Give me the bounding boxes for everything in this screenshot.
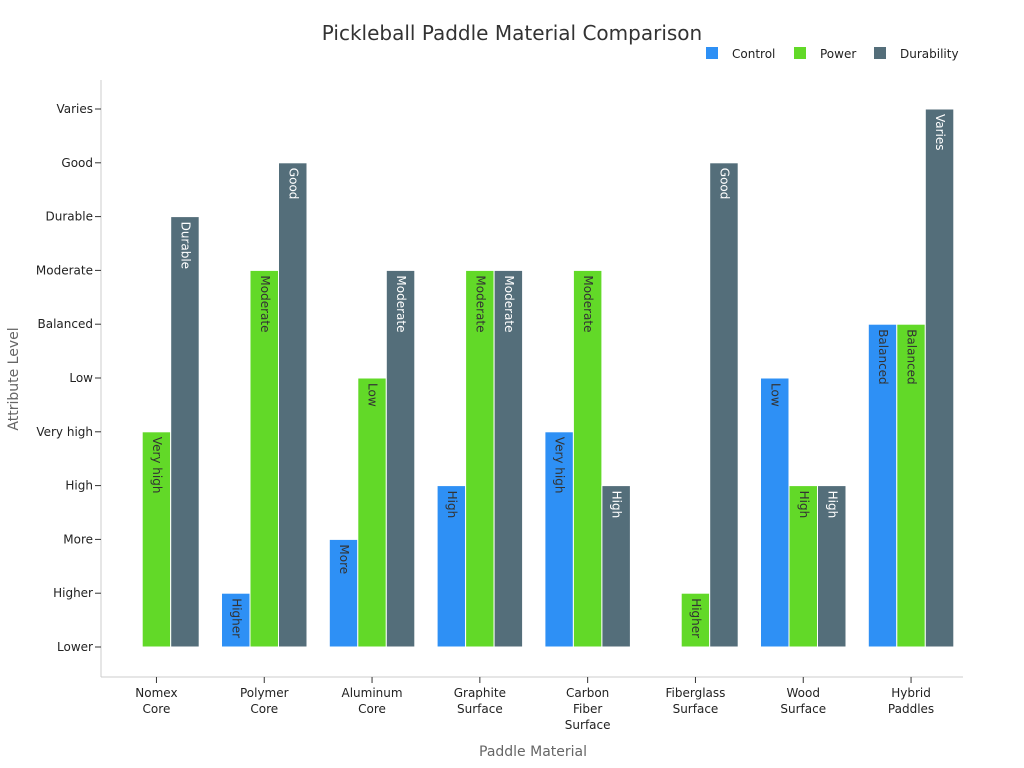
bar-control <box>867 323 898 648</box>
y-tick-label: High <box>65 479 93 493</box>
x-tick-label: Core <box>143 702 171 716</box>
bar-value-label: Varies <box>933 114 947 151</box>
y-tick-label: Low <box>69 371 93 385</box>
bar-power <box>680 592 711 648</box>
x-tick-label: Surface <box>673 702 719 716</box>
legend-swatch-durability <box>874 47 886 59</box>
y-tick-label: Good <box>61 156 93 170</box>
bar-value-label: Moderate <box>473 275 487 332</box>
bar-value-label: Higher <box>689 598 703 638</box>
y-tick-label: Balanced <box>38 317 93 331</box>
x-tick-label: Surface <box>565 718 611 732</box>
bar-power <box>788 485 818 648</box>
bar-durability <box>924 108 955 648</box>
bar-value-label: Low <box>366 383 380 407</box>
bar-power <box>357 377 387 648</box>
y-tick-label: Very high <box>36 425 93 439</box>
bar-value-label: More <box>337 544 351 574</box>
bar-value-label: Balanced <box>905 329 919 384</box>
bar-value-label: Balanced <box>876 329 890 384</box>
y-axis-ticks: Lower Higher More High Very high Low Balanced M… <box>36 102 101 654</box>
x-axis-ticks: Nomex Core Polymer Core Aluminum Core Graphite… <box>135 677 934 732</box>
x-tick-label: Surface <box>457 702 503 716</box>
legend-swatch-power <box>794 47 806 59</box>
x-tick-label: Wood <box>787 686 820 700</box>
bar-durability <box>601 485 631 648</box>
y-axis-label: Attribute Level <box>6 327 22 430</box>
x-tick-label: Paddles <box>888 702 934 716</box>
bar-value-label: Durable <box>178 222 192 269</box>
bar-power <box>896 323 926 648</box>
bar-value-label: Very high <box>553 437 567 494</box>
y-tick-label: Varies <box>56 102 93 116</box>
bar-value-label: Moderate <box>258 275 272 332</box>
x-tick-label: Core <box>250 702 278 716</box>
bar-value-label: High <box>445 491 459 519</box>
x-tick-label: Fiber <box>573 702 602 716</box>
y-tick-label: Higher <box>53 586 93 600</box>
bar-value-label: Good <box>286 168 300 200</box>
bar-durability <box>709 162 739 648</box>
x-axis-label: Paddle Material <box>479 744 587 760</box>
bar-durability <box>278 162 308 648</box>
chart-title: Pickleball Paddle Material Comparison <box>322 21 702 45</box>
x-tick-label: Carbon <box>566 686 609 700</box>
bar-power <box>141 431 172 648</box>
bar-durability <box>385 269 416 648</box>
y-tick-label: Lower <box>57 640 93 654</box>
y-tick-label: More <box>63 532 93 546</box>
bar-control <box>544 431 574 648</box>
bar-value-label: Very high <box>150 437 164 494</box>
bar-value-label: High <box>610 491 624 519</box>
bar-control <box>760 377 790 648</box>
bar-value-label: High <box>825 491 839 519</box>
bar-value-label: High <box>797 491 811 519</box>
x-tick-label: Surface <box>780 702 826 716</box>
x-tick-label: Aluminum <box>342 686 403 700</box>
bar-durability <box>817 485 847 648</box>
legend-label-power: Power <box>820 47 856 61</box>
bar-value-label: Low <box>768 383 782 407</box>
x-tick-label: Fiberglass <box>665 686 725 700</box>
x-tick-label: Core <box>358 702 386 716</box>
bar-power <box>465 269 495 648</box>
legend: Control Power Durability <box>706 47 959 61</box>
legend-label-durability: Durability <box>900 47 959 61</box>
legend-swatch-control <box>706 47 718 59</box>
x-tick-label: Nomex <box>135 686 177 700</box>
y-tick-label: Moderate <box>36 263 93 277</box>
bar-power <box>572 269 603 648</box>
bar-durability <box>170 216 200 648</box>
bars: Higher More High Very high Low Balanced Very h… <box>141 108 955 648</box>
bar-value-label: Moderate <box>581 275 595 332</box>
bar-value-label: Good <box>717 168 731 200</box>
bar-value-label: Higher <box>229 598 243 638</box>
x-tick-label: Graphite <box>454 686 506 700</box>
x-tick-label: Hybrid <box>891 686 931 700</box>
bar-value-label: Moderate <box>502 275 516 332</box>
x-tick-label: Polymer <box>240 686 289 700</box>
bar-durability <box>493 269 524 648</box>
bar-value-label: Moderate <box>394 275 408 332</box>
legend-label-control: Control <box>732 47 775 61</box>
y-tick-label: Durable <box>46 210 93 224</box>
bar-control <box>436 485 467 648</box>
